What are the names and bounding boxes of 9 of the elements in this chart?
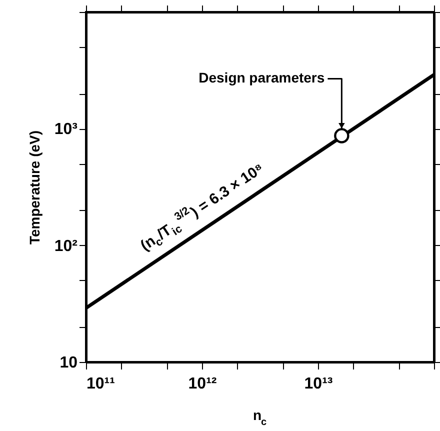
y-tick-label: 10	[60, 354, 78, 372]
y-tick-label: 10³	[54, 121, 78, 138]
x-tick-label: 10¹³	[304, 376, 333, 392]
annotation: (nc/Tic3/2) = 6.3 × 10⁸	[137, 160, 267, 254]
annotation: Design parameters	[198, 70, 325, 86]
x-tick-label: 10¹²	[188, 376, 217, 392]
x-tick-label: 10¹¹	[86, 376, 115, 392]
y-tick-label: 10²	[54, 238, 78, 255]
y-axis-title: Temperature (eV)	[26, 130, 42, 245]
